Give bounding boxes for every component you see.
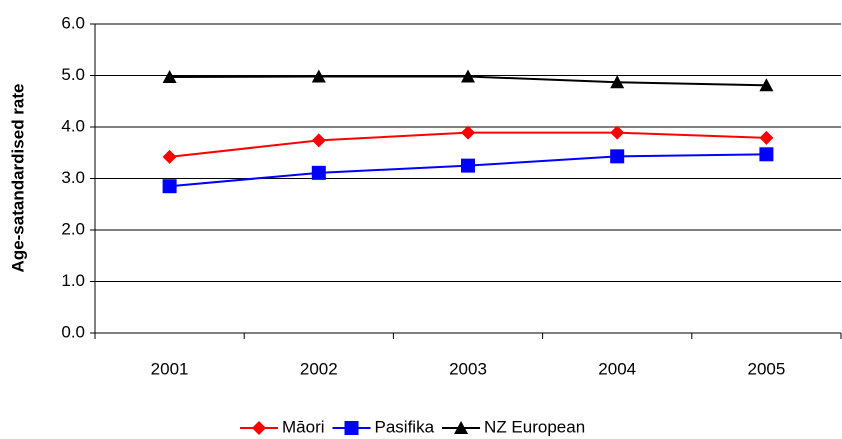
y-axis-title: Age-satandardised rate <box>8 84 27 273</box>
marker <box>759 147 774 162</box>
marker <box>344 421 359 435</box>
legend-label: Māori <box>282 417 325 436</box>
y-tick-label: 1.0 <box>61 271 85 290</box>
y-tick-label: 3.0 <box>61 168 85 187</box>
y-tick-label: 0.0 <box>61 322 85 341</box>
marker <box>610 75 625 89</box>
y-tick-label: 6.0 <box>61 13 85 32</box>
marker <box>162 179 177 194</box>
marker <box>454 421 469 434</box>
marker <box>252 421 266 435</box>
marker <box>461 125 475 140</box>
marker <box>311 69 326 83</box>
marker <box>461 158 475 173</box>
x-tick-label: 2001 <box>151 359 189 378</box>
marker <box>610 149 625 164</box>
marker <box>461 69 475 83</box>
x-tick-label: 2005 <box>747 359 785 378</box>
marker <box>759 78 774 92</box>
y-tick-label: 4.0 <box>61 116 85 135</box>
marker <box>311 165 326 180</box>
marker <box>610 125 625 140</box>
y-tick-label: 5.0 <box>61 65 85 84</box>
marker <box>759 130 774 145</box>
marker <box>162 149 177 164</box>
y-tick-label: 2.0 <box>61 219 85 238</box>
x-tick-label: 2003 <box>449 359 487 378</box>
legend-label: Pasifika <box>375 417 435 436</box>
marker <box>311 133 326 148</box>
x-tick-label: 2004 <box>598 359 636 378</box>
x-tick-label: 2002 <box>300 359 338 378</box>
legend-label: NZ European <box>484 417 585 436</box>
marker <box>162 70 177 84</box>
